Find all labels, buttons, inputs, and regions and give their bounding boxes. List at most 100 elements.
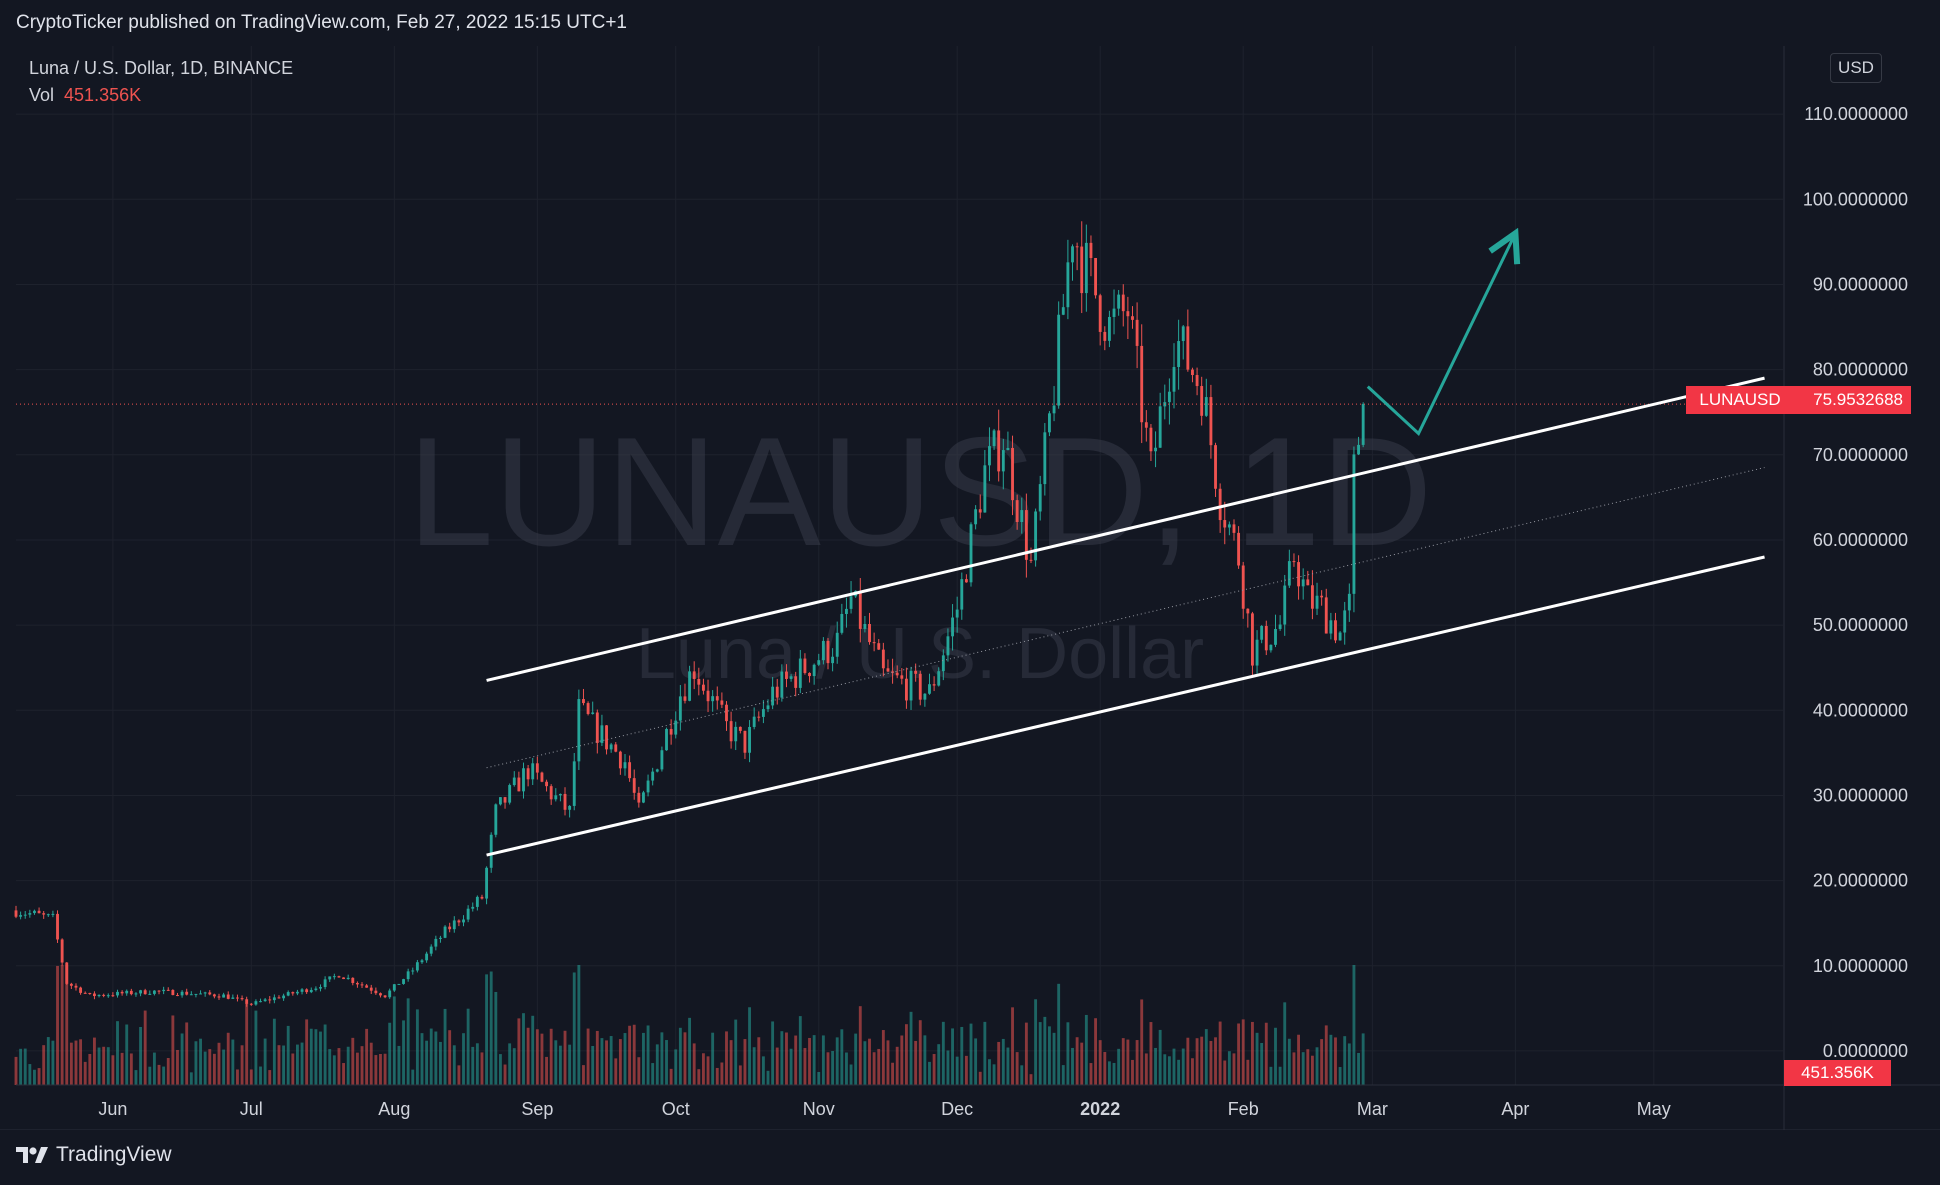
volume-bar — [489, 971, 493, 1085]
candle-body — [725, 704, 728, 722]
candle-body — [93, 993, 96, 997]
volume-bar — [1001, 1038, 1005, 1085]
volume-bar — [180, 1033, 184, 1085]
volume-bar — [1052, 1032, 1056, 1085]
volume-bar — [655, 1044, 659, 1085]
volume-bar — [79, 1039, 83, 1085]
volume-bar — [1066, 1022, 1070, 1085]
candle-body — [1352, 454, 1356, 594]
candle-body — [729, 721, 733, 742]
volume-bar — [577, 965, 581, 1085]
candle-body — [240, 998, 244, 1000]
volume-bar — [480, 1052, 484, 1085]
candle-body — [881, 649, 885, 669]
volume-bar — [701, 1053, 705, 1085]
candle-body — [563, 793, 567, 810]
candle-body — [314, 988, 318, 990]
candle-body — [1232, 524, 1236, 533]
x-tick-label: Aug — [378, 1099, 410, 1119]
candle-body — [798, 658, 802, 688]
candle-body — [420, 960, 424, 963]
volume-bar — [831, 1051, 835, 1085]
candle-body — [540, 772, 544, 782]
volume-bar — [14, 1056, 18, 1085]
candle-body — [669, 728, 673, 735]
candle-body — [379, 993, 382, 996]
volume-bar — [535, 1029, 539, 1085]
candle-body — [259, 1001, 262, 1003]
volume-bar — [1015, 1052, 1019, 1085]
volume-bar — [189, 1072, 193, 1085]
candle-body — [148, 993, 152, 995]
candle-body — [623, 762, 627, 769]
candle-body — [771, 686, 775, 706]
volume-bar — [254, 1010, 258, 1085]
volume-legend[interactable]: Vol 451.356K — [29, 82, 293, 109]
volume-bar — [812, 1035, 816, 1085]
volume-bar — [411, 1069, 415, 1085]
symbol-line[interactable]: Luna / U.S. Dollar, 1D, BINANCE — [29, 58, 294, 78]
candle-body — [1167, 391, 1171, 403]
volume-bar — [1061, 1065, 1065, 1085]
volume-bar — [286, 1025, 290, 1085]
volume-bar — [757, 1037, 761, 1085]
candle-body — [332, 976, 336, 978]
candle-body — [665, 728, 668, 751]
currency-button[interactable]: USD — [1830, 53, 1882, 83]
candle-body — [969, 524, 973, 583]
volume-bar — [365, 1028, 369, 1085]
y-tick-label: 0.0000000 — [1823, 1041, 1908, 1061]
candle-body — [1181, 326, 1185, 342]
candle-body — [351, 977, 355, 983]
volume-bar — [457, 1065, 461, 1085]
candle-body — [891, 671, 895, 673]
candle-body — [1126, 311, 1130, 317]
volume-bar — [605, 1040, 608, 1085]
volume-bar — [642, 1032, 645, 1085]
volume-bar — [97, 1047, 101, 1085]
published-line: CryptoTicker published on TradingView.co… — [16, 12, 627, 33]
volume-bar — [226, 1032, 230, 1085]
volume-bar — [185, 1022, 189, 1085]
volume-bar — [997, 1041, 1001, 1085]
volume-bar — [743, 1039, 747, 1085]
vol-label: Vol — [29, 85, 55, 105]
volume-bar — [291, 1053, 295, 1085]
volume-bar — [295, 1044, 299, 1085]
volume-bar — [914, 1040, 918, 1085]
volume-bar — [600, 1038, 604, 1085]
volume-bar — [305, 1019, 309, 1085]
volume-bar — [74, 1040, 78, 1085]
volume-bar — [761, 1056, 765, 1085]
volume-bar — [582, 1065, 585, 1085]
candle-body — [185, 991, 189, 995]
candle-body — [512, 777, 516, 786]
candle-body — [56, 913, 59, 940]
volume-bar — [129, 1053, 133, 1085]
candle-body — [74, 985, 78, 988]
publish-header: CryptoTicker published on TradingView.co… — [0, 0, 1940, 46]
candle-body — [655, 769, 659, 772]
candle-body — [249, 1003, 253, 1005]
volume-bar — [1103, 1051, 1107, 1085]
volume-bar — [166, 1057, 170, 1085]
candle-body — [106, 995, 110, 997]
volume-bar — [314, 1029, 318, 1085]
volume-bar — [1255, 1032, 1259, 1085]
candle-body — [692, 671, 696, 679]
volume-bar — [1237, 1023, 1241, 1085]
candle-body — [415, 962, 419, 971]
candle-body — [660, 750, 664, 770]
tradingview-brand[interactable]: TradingView — [16, 1143, 172, 1167]
volume-bar — [1195, 1038, 1199, 1085]
volume-bar — [697, 1069, 701, 1085]
volume-bar — [909, 1011, 913, 1085]
volume-bar — [222, 1049, 226, 1085]
candle-body — [1135, 319, 1139, 346]
volume-bar — [1232, 1053, 1236, 1085]
candle-body — [1251, 613, 1254, 666]
candle-body — [429, 946, 433, 954]
candle-body — [1246, 608, 1250, 614]
volume-bar — [1292, 1052, 1296, 1085]
